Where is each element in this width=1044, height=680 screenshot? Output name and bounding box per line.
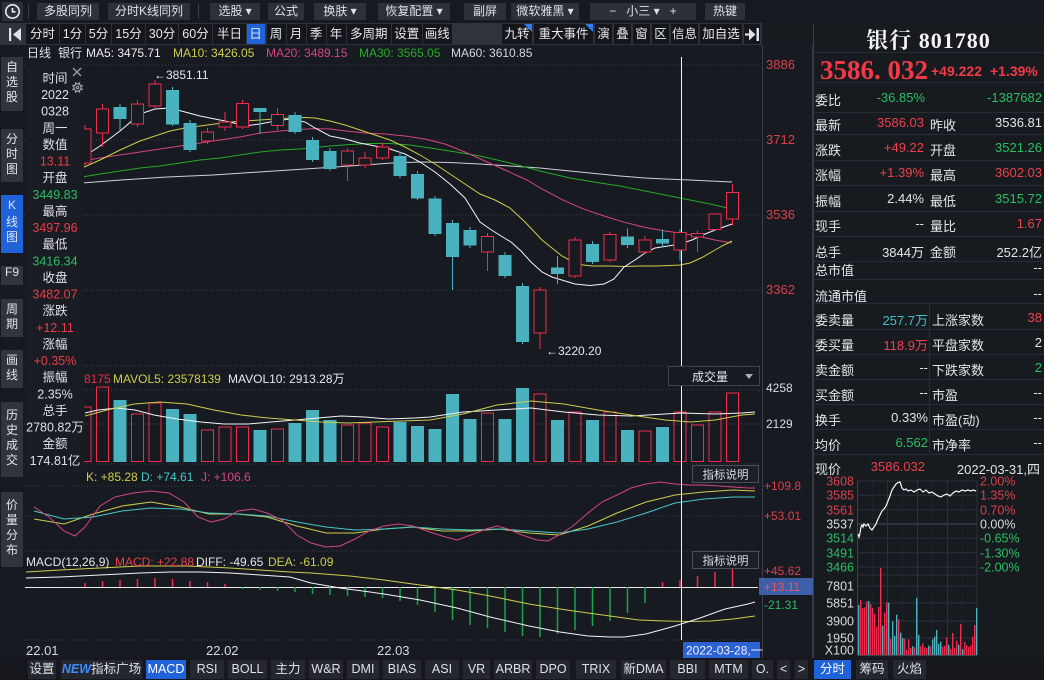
svg-text:-21.31: -21.31	[764, 598, 798, 612]
svg-text:+53.01: +53.01	[764, 509, 801, 523]
svg-text:MA5: 3475.71: MA5: 3475.71	[86, 46, 161, 60]
svg-text:周一: 周一	[42, 121, 67, 135]
svg-text:3886: 3886	[766, 57, 795, 72]
svg-text:银行: 银行	[58, 46, 82, 60]
svg-text:涨跌: 涨跌	[42, 303, 68, 318]
svg-text:3362: 3362	[766, 282, 795, 297]
svg-text:3514: 3514	[826, 532, 854, 546]
svg-text:4258: 4258	[766, 381, 793, 395]
svg-text:3491: 3491	[826, 547, 854, 561]
svg-text:3536: 3536	[766, 207, 795, 222]
svg-text:最低: 最低	[42, 238, 68, 252]
svg-text:0.70%: 0.70%	[980, 504, 1015, 518]
svg-text:2.00%: 2.00%	[980, 475, 1015, 489]
svg-text:指标说明: 指标说明	[703, 554, 749, 568]
svg-text:MA60: 3610.85: MA60: 3610.85	[451, 46, 533, 60]
svg-text:0328: 0328	[41, 105, 69, 119]
svg-text:+45.62: +45.62	[764, 564, 801, 578]
svg-text:+13.11: +13.11	[764, 580, 800, 594]
svg-text:2022-03-28,一: 2022-03-28,一	[686, 644, 763, 658]
svg-text:MA30: 3565.05: MA30: 3565.05	[359, 46, 441, 60]
svg-text:22.03: 22.03	[377, 643, 410, 658]
svg-text:指标说明: 指标说明	[703, 468, 749, 482]
svg-text:DIFF: -49.65: DIFF: -49.65	[196, 555, 264, 569]
svg-text:D: +74.61: D: +74.61	[141, 470, 194, 484]
svg-text:3585: 3585	[826, 489, 854, 503]
svg-text:3900: 3900	[826, 615, 854, 629]
svg-text:3482.07: 3482.07	[32, 288, 77, 302]
svg-text:总手: 总手	[42, 404, 67, 418]
svg-text:涨幅: 涨幅	[42, 336, 67, 351]
svg-text:3416.34: 3416.34	[32, 254, 77, 268]
svg-text:X100: X100	[825, 644, 854, 658]
svg-text:最高: 最高	[42, 204, 67, 219]
svg-text:收盘: 收盘	[42, 270, 67, 285]
svg-text:MACD: +22.88: MACD: +22.88	[115, 555, 194, 569]
svg-text:2.35%: 2.35%	[37, 387, 72, 401]
svg-text:振幅: 振幅	[42, 370, 67, 385]
svg-text:-2.00%: -2.00%	[980, 561, 1020, 575]
svg-text:2129: 2129	[766, 417, 793, 431]
svg-text:22.01: 22.01	[26, 643, 59, 658]
svg-text:2022: 2022	[41, 88, 69, 102]
svg-text:时间: 时间	[42, 72, 67, 86]
svg-text:1.35%: 1.35%	[980, 489, 1015, 503]
svg-text:金额: 金额	[42, 436, 68, 451]
svg-text:+109.8: +109.8	[764, 479, 801, 493]
svg-text:←3220.20: ←3220.20	[546, 344, 602, 358]
svg-text:←3851.11: ←3851.11	[154, 68, 209, 82]
svg-text:成交量: 成交量	[692, 369, 728, 384]
svg-text:7801: 7801	[826, 580, 854, 594]
svg-text:数值: 数值	[42, 137, 67, 152]
svg-text:开盘: 开盘	[42, 170, 67, 185]
svg-text:174.81亿: 174.81亿	[30, 453, 81, 468]
svg-text:MACD(12,26,9): MACD(12,26,9)	[26, 555, 109, 569]
svg-text:MAVOL5: 23578139: MAVOL5: 23578139	[113, 372, 221, 386]
svg-text:8175: 8175	[84, 372, 111, 386]
svg-text:DEA: -61.09: DEA: -61.09	[268, 555, 334, 569]
svg-text:1950: 1950	[826, 632, 854, 646]
svg-text:日线: 日线	[27, 46, 51, 60]
svg-text:K: +85.28: K: +85.28	[86, 470, 138, 484]
svg-text:0.00%: 0.00%	[980, 518, 1015, 532]
svg-text:5851: 5851	[826, 597, 854, 611]
svg-text:-0.65%: -0.65%	[980, 532, 1020, 546]
svg-text:3537: 3537	[826, 518, 854, 532]
svg-text:3466: 3466	[826, 561, 854, 575]
svg-text:MA20: 3489.15: MA20: 3489.15	[266, 46, 348, 60]
svg-text:13.11: 13.11	[40, 155, 70, 169]
svg-text:3712: 3712	[766, 132, 795, 147]
svg-text:2780.82万: 2780.82万	[26, 421, 84, 435]
svg-text:22.02: 22.02	[206, 643, 239, 658]
svg-text:J: +106.6: J: +106.6	[201, 470, 251, 484]
svg-text:MAVOL10: 2913.28万: MAVOL10: 2913.28万	[228, 372, 345, 386]
svg-text:+12.11: +12.11	[36, 321, 74, 335]
svg-text:-1.30%: -1.30%	[980, 547, 1020, 561]
svg-text:3561: 3561	[826, 504, 854, 518]
svg-text:3497.96: 3497.96	[32, 221, 77, 235]
svg-text:3608: 3608	[826, 475, 854, 489]
svg-text:+0.35%: +0.35%	[34, 354, 77, 368]
svg-text:MA10: 3426.05: MA10: 3426.05	[173, 46, 255, 60]
svg-text:3449.83: 3449.83	[32, 188, 77, 202]
